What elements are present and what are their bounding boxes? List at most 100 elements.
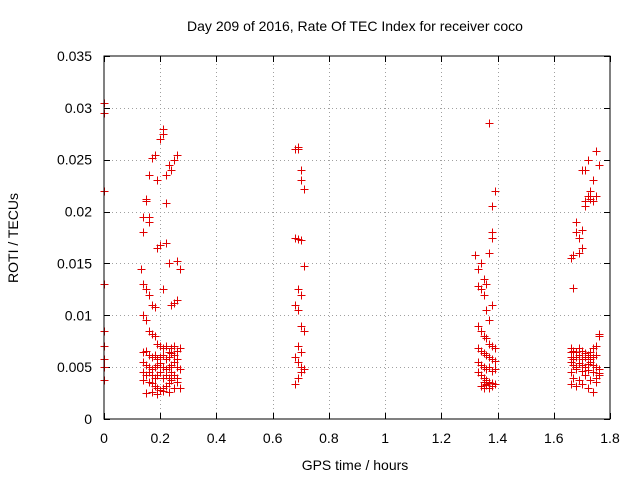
data-point — [572, 365, 581, 374]
x-axis-ticks: 0 0.2 0.4 0.6 0.8 1 1.2 1.4 1.6 1.8 — [100, 56, 620, 446]
data-point — [592, 192, 601, 201]
data-point — [491, 357, 500, 366]
data-point — [477, 259, 486, 268]
data-point — [581, 166, 590, 175]
data-point — [482, 306, 491, 315]
data-point — [291, 380, 300, 389]
x-tick-label: 1.8 — [600, 430, 620, 446]
data-point — [142, 316, 151, 325]
data-point — [567, 368, 576, 377]
data-point — [162, 342, 171, 351]
data-point — [291, 301, 300, 310]
data-point — [156, 368, 165, 377]
data-point — [581, 371, 590, 380]
data-point — [139, 376, 148, 385]
data-point — [145, 291, 154, 300]
data-point — [139, 280, 148, 289]
data-point — [297, 368, 306, 377]
data-point — [297, 348, 306, 357]
y-tick-label: 0.03 — [65, 100, 92, 116]
data-point — [586, 187, 595, 196]
data-point — [474, 322, 483, 331]
data-point — [477, 327, 486, 336]
data-point — [137, 265, 146, 274]
data-point — [578, 226, 587, 235]
data-point — [480, 378, 489, 387]
data-point — [569, 284, 578, 293]
data-point — [173, 151, 182, 160]
data-point — [589, 388, 598, 397]
data-point — [586, 376, 595, 385]
y-tick-label: 0.005 — [57, 359, 92, 375]
data-point — [488, 301, 497, 310]
data-point — [151, 382, 160, 391]
data-point — [170, 358, 179, 367]
data-point — [297, 176, 306, 185]
data-point — [491, 344, 500, 353]
data-point — [156, 241, 165, 250]
data-point — [488, 228, 497, 237]
chart-title: Day 209 of 2016, Rate Of TEC Index for r… — [187, 18, 523, 34]
data-point — [589, 197, 598, 206]
plot-frame — [103, 55, 611, 420]
data-point — [482, 334, 491, 343]
data-point — [170, 156, 179, 165]
data-point — [595, 371, 604, 380]
data-point — [592, 147, 601, 156]
x-tick-label: 1.4 — [488, 430, 508, 446]
data-point — [139, 311, 148, 320]
data-point — [297, 322, 306, 331]
data-point — [165, 353, 174, 362]
data-point — [294, 358, 303, 367]
data-point — [151, 351, 160, 360]
data-point — [151, 303, 160, 312]
x-axis-label: GPS time / hours — [302, 457, 409, 473]
data-point — [142, 197, 151, 206]
x-tick-label: 1.2 — [432, 430, 452, 446]
data-point — [592, 342, 601, 351]
data-point — [176, 365, 185, 374]
data-point — [589, 176, 598, 185]
y-axis-ticks: 0 0.005 0.01 0.015 0.02 0.025 0.03 0.035 — [57, 48, 610, 427]
data-point — [480, 291, 489, 300]
data-point — [139, 228, 148, 237]
data-point — [491, 187, 500, 196]
y-axis-label: ROTI / TECUs — [5, 193, 21, 283]
data-point — [592, 351, 601, 360]
data-point — [176, 344, 185, 353]
data-point — [151, 363, 160, 372]
data-point — [151, 151, 160, 160]
data-point — [595, 332, 604, 341]
data-point — [159, 285, 168, 294]
data-point — [151, 332, 160, 341]
data-point — [297, 291, 306, 300]
data-point — [297, 166, 306, 175]
data-point — [569, 374, 578, 383]
data-point — [142, 285, 151, 294]
data-point — [159, 125, 168, 134]
data-point — [480, 275, 489, 284]
data-point — [173, 378, 182, 387]
data-point — [471, 251, 480, 260]
y-tick-label: 0.035 — [57, 48, 92, 64]
data-point — [488, 202, 497, 211]
y-tick-label: 0.015 — [57, 255, 92, 271]
data-point — [156, 135, 165, 144]
data-point — [300, 327, 309, 336]
data-point — [491, 365, 500, 374]
data-point — [294, 145, 303, 154]
data-point — [474, 265, 483, 274]
data-point — [584, 366, 593, 375]
data-point — [300, 262, 309, 271]
data-point — [145, 171, 154, 180]
data-point — [578, 380, 587, 389]
data-point — [595, 161, 604, 170]
data-point — [170, 342, 179, 351]
y-tick-label: 0.025 — [57, 152, 92, 168]
grid-lines — [104, 56, 610, 419]
data-point — [294, 285, 303, 294]
data-point — [567, 380, 576, 389]
data-point — [162, 239, 171, 248]
x-tick-label: 0.4 — [207, 430, 227, 446]
